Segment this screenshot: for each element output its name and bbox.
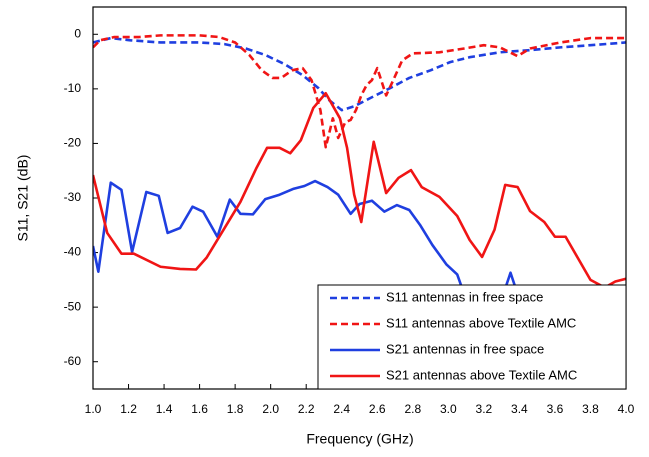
x-tick-label: 3.6 [547,402,564,416]
x-tick-label: 3.2 [476,402,493,416]
x-tick-label: 2.0 [262,402,279,416]
x-tick-label: 3.8 [582,402,599,416]
x-tick-label: 1.6 [191,402,208,416]
legend-label: S21 antennas in free space [386,341,544,356]
x-tick-label: 1.4 [156,402,173,416]
x-tick-label: 1.8 [227,402,244,416]
y-tick-label: -10 [64,81,82,95]
y-tick-label: -60 [64,354,82,368]
y-tick-label: -30 [64,190,82,204]
y-tick-label: -20 [64,136,82,150]
legend: S11 antennas in free space S11 antennas a… [317,284,627,390]
legend-box [317,284,627,390]
legend-label: S11 antennas in free space [386,289,543,304]
series-line [93,36,626,112]
x-tick-label: 2.8 [404,402,421,416]
x-tick-label: 2.6 [369,402,386,416]
y-tick-label: 0 [74,26,81,40]
x-tick-label: 3.0 [440,402,457,416]
x-tick-label: 4.0 [618,402,635,416]
x-tick-label: 2.2 [298,402,315,416]
series-line [93,34,626,149]
axes: 1.0 1.2 1.4 1.6 1.8 2.0 2.2 2.4 2.6 2.8 3.0 3.2 3.4 3… [64,26,635,416]
y-axis-label: S11, S21 (dB) [15,155,31,242]
series-line [93,91,626,289]
x-tick-label: 1.0 [85,402,102,416]
x-tick-label: 3.4 [511,402,528,416]
x-tick-label: 1.2 [120,402,137,416]
legend-label: S21 antennas above Textile AMC [386,367,577,382]
legend-label: S11 antennas above Textile AMC [386,315,576,330]
y-tick-label: -40 [64,245,82,259]
x-axis-label: Frequency (GHz) [306,431,413,447]
x-tick-label: 2.4 [333,402,350,416]
y-tick-label: -50 [64,299,82,313]
